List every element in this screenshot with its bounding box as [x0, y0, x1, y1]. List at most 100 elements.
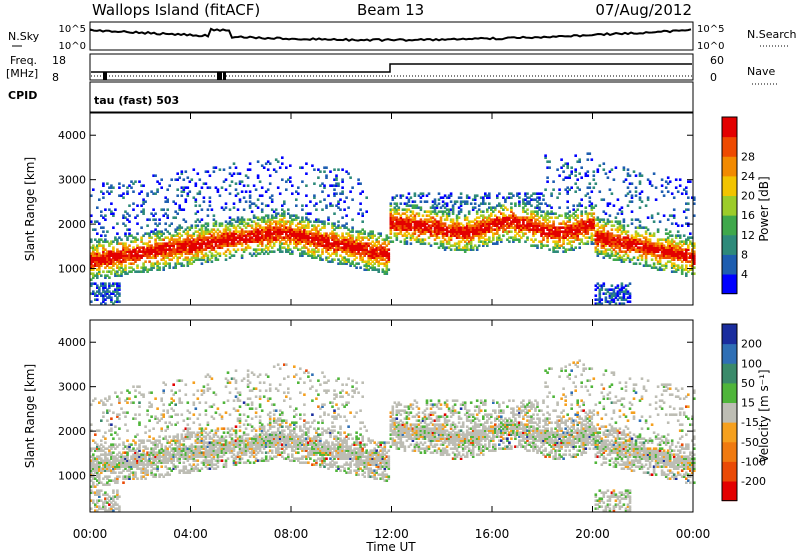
echo-cell: [587, 170, 590, 173]
echo-cell: [526, 192, 529, 195]
echo-cell: [424, 242, 427, 245]
echo-cell: [174, 216, 177, 219]
echo-cell: [649, 180, 652, 183]
echo-cell: [669, 180, 672, 183]
echo-cell: [400, 202, 403, 205]
echo-cell: [154, 218, 157, 221]
echo-cell: [621, 206, 624, 209]
freq-tick-top: 18: [52, 54, 66, 67]
echo-cell: [568, 210, 571, 213]
echo-cell: [677, 224, 680, 227]
echo-cell: [106, 182, 109, 185]
echo-cell: [468, 210, 471, 213]
echo-cell: [589, 186, 592, 189]
echo-cell: [414, 192, 417, 195]
echo-cell: [570, 244, 573, 247]
echo-cell: [550, 192, 553, 195]
echo-cell: [633, 170, 636, 173]
echo-cell: [245, 190, 248, 193]
echo-cell: [351, 186, 354, 189]
echo-cell: [235, 166, 238, 169]
echo-cell: [347, 206, 350, 209]
echo-cell: [580, 238, 583, 241]
echo-cell: [629, 292, 632, 295]
echo-cell: [237, 208, 240, 211]
echo-cell: [556, 196, 559, 199]
echo-cell: [518, 192, 521, 195]
echo-cell: [261, 186, 264, 189]
echo-cell: [237, 248, 240, 251]
echo-cell: [548, 166, 551, 169]
echo-cell: [225, 254, 228, 257]
echo-cell: [98, 429, 101, 432]
echo-cell: [611, 192, 614, 195]
echo-cell: [675, 186, 678, 189]
echo-cell: [607, 176, 610, 179]
echo-cell: [253, 184, 256, 187]
echo-cell: [295, 204, 298, 207]
echo-cell: [558, 174, 561, 177]
echo-cell: [430, 244, 433, 247]
echo-cell: [281, 250, 284, 253]
echo-cell: [259, 180, 262, 183]
echo-cell: [162, 208, 165, 211]
echo-cell: [108, 276, 111, 279]
echo-cell: [524, 232, 527, 235]
echo-cell: [207, 222, 210, 225]
echo-cell: [110, 417, 113, 420]
echo-cell: [574, 182, 577, 185]
echo-cell: [506, 208, 509, 211]
echo-cell: [359, 208, 362, 211]
echo-cell: [677, 230, 680, 233]
echo-cell: [390, 202, 393, 205]
echo-cell: [434, 198, 437, 201]
echo-cell: [243, 184, 246, 187]
echo-cell: [655, 198, 658, 201]
echo-cell: [341, 168, 344, 171]
echo-cell: [498, 192, 501, 195]
echo-cell: [267, 214, 270, 217]
echo-cell: [323, 184, 326, 187]
echo-cell: [104, 403, 107, 406]
echo-cell: [617, 212, 620, 215]
echo-cell: [305, 204, 308, 207]
echo-cell: [158, 218, 161, 221]
echo-cell: [183, 178, 186, 181]
echo-cell: [647, 216, 650, 219]
echo-cell: [544, 154, 547, 157]
freq-marker-3: [223, 72, 226, 80]
echo-cell: [639, 206, 642, 209]
echo-cell: [215, 166, 218, 169]
echo-cell: [112, 226, 115, 229]
echo-cell: [627, 230, 630, 233]
echo-cell: [603, 218, 606, 221]
echo-cell: [136, 222, 139, 225]
echo-cell: [341, 186, 344, 189]
echo-cell: [126, 190, 129, 193]
echo-cell: [102, 192, 105, 195]
noise-tick-bottom-right: 10^0: [697, 41, 724, 52]
echo-cell: [653, 220, 656, 223]
echo-cell: [339, 198, 342, 201]
echo-cell: [572, 204, 575, 207]
echo-cell: [249, 246, 252, 249]
echo-cell: [275, 208, 278, 211]
echo-cell: [237, 192, 240, 195]
echo-cell: [136, 214, 139, 217]
y-tick-label: 4000: [58, 129, 86, 142]
echo-cell: [207, 214, 210, 217]
echo-cell: [215, 220, 218, 223]
echo-cell: [566, 206, 569, 209]
echo-cell: [102, 244, 105, 247]
echo-cell: [104, 234, 107, 237]
echo-cell: [542, 198, 545, 201]
noise-tick-top-left: 10^5: [59, 24, 86, 35]
echo-cell: [651, 184, 654, 187]
echo-cell: [301, 208, 304, 211]
echo-cell: [158, 266, 161, 269]
echo-cell: [476, 194, 479, 197]
echo-cell: [94, 397, 97, 400]
echo-cell: [361, 220, 364, 223]
echo-cell: [655, 186, 658, 189]
